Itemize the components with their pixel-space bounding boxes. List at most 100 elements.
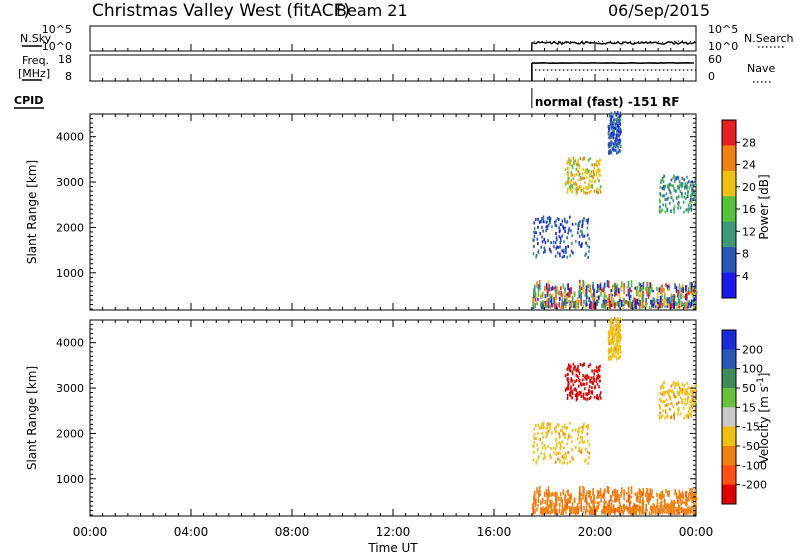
power-echo	[610, 111, 613, 115]
colorbar-segment	[722, 170, 736, 197]
velocity-echo	[576, 391, 579, 395]
velocity-echo	[634, 492, 637, 496]
velocity-echo	[545, 426, 548, 430]
power-echo	[566, 187, 569, 191]
y-tick-label: 1000	[56, 473, 84, 486]
power-echo	[547, 280, 550, 288]
velocity-echo	[691, 394, 693, 398]
power-echo	[673, 187, 675, 191]
velocity-echo	[617, 335, 620, 339]
velocity-echo	[546, 499, 549, 507]
power-echo	[629, 295, 632, 298]
velocity-echo	[649, 488, 652, 495]
velocity-echo	[599, 375, 601, 379]
power-echo	[661, 302, 664, 309]
velocity-echo	[670, 384, 673, 388]
velocity-echo	[628, 509, 630, 514]
power-echo	[587, 255, 589, 259]
power-echo	[573, 182, 575, 186]
power-echo	[588, 237, 591, 241]
power-echo	[566, 255, 569, 259]
velocity-echo	[607, 337, 610, 341]
velocity-echo	[536, 487, 538, 494]
velocity-echo	[578, 372, 581, 376]
nsky-series	[531, 40, 697, 51]
velocity-echo	[660, 506, 662, 512]
power-echo	[680, 181, 683, 185]
power-echo	[564, 182, 567, 186]
velocity-echo	[571, 440, 573, 444]
velocity-echo	[563, 460, 566, 464]
power-echo	[660, 285, 662, 288]
velocity-echo	[593, 379, 595, 383]
velocity-echo	[633, 507, 635, 514]
power-echo	[656, 292, 659, 299]
velocity-echo	[558, 432, 560, 436]
velocity-echo	[638, 504, 640, 507]
power-echo	[533, 245, 535, 249]
power-echo	[690, 207, 693, 211]
velocity-echo	[688, 413, 690, 417]
velocity-echo	[669, 407, 671, 411]
velocity-echo	[542, 435, 544, 439]
velocity-echo	[691, 406, 693, 410]
power-echo	[608, 145, 611, 149]
velocity-echo	[675, 383, 678, 387]
velocity-echo	[539, 437, 542, 441]
velocity-echo	[547, 511, 550, 515]
velocity-echo	[651, 489, 653, 495]
velocity-echo	[668, 503, 671, 510]
velocity-echo	[678, 505, 681, 509]
power-echo	[674, 283, 676, 290]
velocity-echo	[674, 489, 676, 496]
velocity-echo	[612, 342, 615, 346]
velocity-echo	[577, 433, 580, 437]
velocity-echo	[547, 486, 550, 494]
power-echo	[556, 217, 559, 221]
velocity-echo	[557, 451, 560, 455]
velocity-echo	[534, 508, 536, 514]
power-echo	[549, 293, 551, 301]
velocity-echo	[672, 390, 674, 394]
power-echo	[575, 162, 577, 166]
velocity-echo	[543, 452, 546, 456]
velocity-echo	[673, 380, 675, 384]
power-echo	[555, 291, 557, 300]
velocity-echo	[634, 503, 636, 508]
power-echo	[581, 242, 583, 246]
power-echo	[663, 292, 666, 297]
velocity-echo	[555, 509, 558, 516]
velocity-echo	[612, 508, 614, 513]
power-echo	[570, 304, 573, 309]
power-echo	[683, 295, 686, 298]
power-echo	[553, 286, 556, 290]
velocity-echo	[537, 496, 540, 503]
power-echo	[558, 302, 561, 308]
power-echo	[670, 209, 673, 213]
power-echo	[598, 162, 601, 166]
velocity-echo	[615, 354, 617, 358]
power-echo	[613, 118, 615, 122]
velocity-echo	[666, 503, 669, 509]
velocity-echo	[596, 489, 599, 497]
power-echo	[547, 305, 550, 309]
velocity-echo	[556, 423, 559, 427]
power-echo	[683, 303, 686, 309]
velocity-echo	[587, 364, 590, 368]
power-echo	[684, 191, 687, 195]
velocity-echo	[610, 324, 613, 328]
power-echo	[586, 221, 589, 225]
power-echo	[669, 201, 671, 205]
velocity-echo	[564, 425, 566, 429]
power-echo	[563, 217, 566, 221]
power-echo	[671, 196, 673, 200]
velocity-echo	[590, 376, 593, 380]
velocity-echo	[627, 494, 630, 503]
power-echo	[579, 220, 581, 224]
power-echo	[576, 163, 578, 167]
power-echo	[564, 226, 566, 230]
velocity-echo	[638, 500, 640, 504]
power-echo	[615, 289, 618, 294]
